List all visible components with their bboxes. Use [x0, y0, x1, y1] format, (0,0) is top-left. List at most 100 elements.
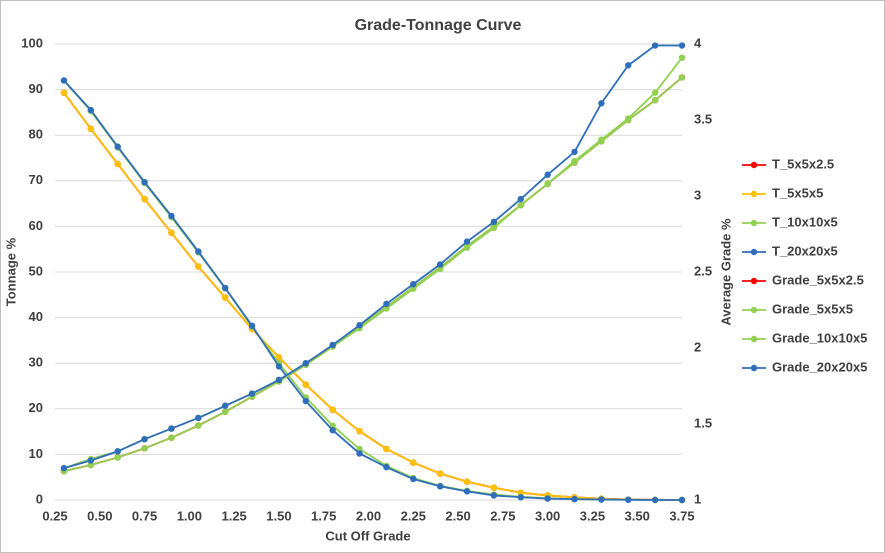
data-point: [329, 427, 336, 434]
data-point: [195, 248, 202, 255]
data-point: [490, 218, 498, 226]
data-point: [275, 376, 283, 384]
data-point: [463, 478, 471, 485]
legend-label: Grade_5x5x2.5: [772, 272, 864, 287]
data-point: [625, 496, 632, 503]
legend-label: Grade_5x5x5: [772, 301, 853, 316]
data-point: [651, 97, 659, 104]
y2-tick-label: 2: [694, 339, 701, 354]
series-line: [63, 44, 682, 469]
data-point: [410, 475, 417, 483]
data-point: [195, 263, 202, 270]
data-point: [436, 265, 444, 273]
x-tick-label: 1.50: [266, 508, 291, 523]
data-point: [463, 244, 471, 251]
data-point: [141, 436, 148, 443]
data-point: [114, 448, 121, 455]
data-point: [221, 408, 229, 416]
legend-marker: [750, 306, 758, 314]
data-point: [221, 402, 229, 409]
data-point: [275, 363, 283, 370]
y-tick-label: 100: [21, 35, 43, 50]
y2-tick-label: 2.5: [694, 263, 712, 278]
data-point: [302, 360, 309, 367]
data-point: [544, 171, 551, 178]
data-point: [383, 305, 390, 312]
data-point: [302, 397, 309, 405]
data-point: [678, 42, 686, 49]
data-point: [490, 484, 498, 491]
data-point: [571, 495, 578, 503]
legend-marker: [750, 364, 758, 372]
series-line: [63, 79, 682, 501]
data-point: [168, 212, 175, 220]
data-point: [410, 280, 417, 288]
data-point: [598, 496, 605, 503]
data-point: [436, 483, 444, 490]
y-axis-label: Tonnage %: [3, 237, 18, 306]
data-point: [356, 322, 363, 329]
legend-marker: [750, 248, 758, 256]
x-tick-label: 3.50: [625, 508, 650, 523]
data-point: [463, 488, 471, 495]
data-point: [625, 62, 632, 69]
data-point: [625, 115, 632, 122]
x-tick-label: 1.25: [221, 508, 246, 523]
data-point: [383, 445, 390, 453]
chart-title: Grade-Tonnage Curve: [355, 17, 522, 34]
data-point: [678, 74, 686, 81]
data-point: [490, 492, 498, 499]
y-tick-label: 10: [29, 446, 43, 461]
legend-marker: [750, 277, 758, 285]
x-axis-label: Cut Off Grade: [325, 528, 410, 543]
data-point: [598, 136, 605, 143]
legend-marker: [750, 161, 758, 169]
data-point: [356, 450, 363, 457]
data-point: [87, 457, 95, 464]
x-tick-label: 0.25: [42, 508, 67, 523]
data-point: [141, 195, 148, 203]
data-point: [168, 229, 175, 236]
data-point: [517, 195, 524, 203]
y-tick-label: 90: [29, 81, 43, 96]
legend-marker: [750, 335, 758, 343]
data-point: [114, 454, 121, 461]
x-tick-label: 3.75: [669, 508, 694, 523]
data-point: [87, 125, 95, 133]
series-line: [63, 92, 683, 501]
legend-marker: [750, 190, 758, 198]
data-point: [678, 496, 686, 504]
y-tick-label: 80: [29, 127, 43, 142]
data-point: [490, 224, 498, 232]
data-point: [517, 201, 524, 209]
data-point: [248, 390, 256, 397]
x-tick-label: 2.25: [401, 508, 426, 523]
data-point: [114, 160, 121, 168]
data-point: [571, 148, 578, 156]
legend-marker: [750, 219, 758, 227]
data-point: [114, 143, 121, 150]
data-point: [383, 300, 390, 308]
x-tick-label: 0.75: [132, 508, 157, 523]
x-tick-label: 0.50: [87, 508, 112, 523]
data-point: [651, 496, 659, 504]
y2-tick-label: 1.5: [694, 415, 712, 430]
data-point: [195, 414, 202, 422]
data-point: [87, 461, 95, 469]
x-tick-label: 3.25: [580, 508, 605, 523]
data-point: [221, 294, 229, 301]
y2-tick-label: 4: [694, 35, 702, 50]
data-point: [571, 157, 578, 165]
x-tick-label: 2.75: [490, 508, 515, 523]
data-point: [544, 180, 551, 188]
y2-tick-label: 3.5: [694, 111, 712, 126]
legend-label: Grade_20x20x5: [772, 359, 867, 374]
data-point: [248, 322, 256, 330]
x-tick-label: 2.50: [445, 508, 470, 523]
data-point: [544, 495, 551, 502]
data-point: [141, 178, 148, 186]
data-point: [275, 354, 283, 361]
y2-axis-label: Average Grade %: [718, 218, 733, 326]
data-point: [517, 494, 524, 501]
